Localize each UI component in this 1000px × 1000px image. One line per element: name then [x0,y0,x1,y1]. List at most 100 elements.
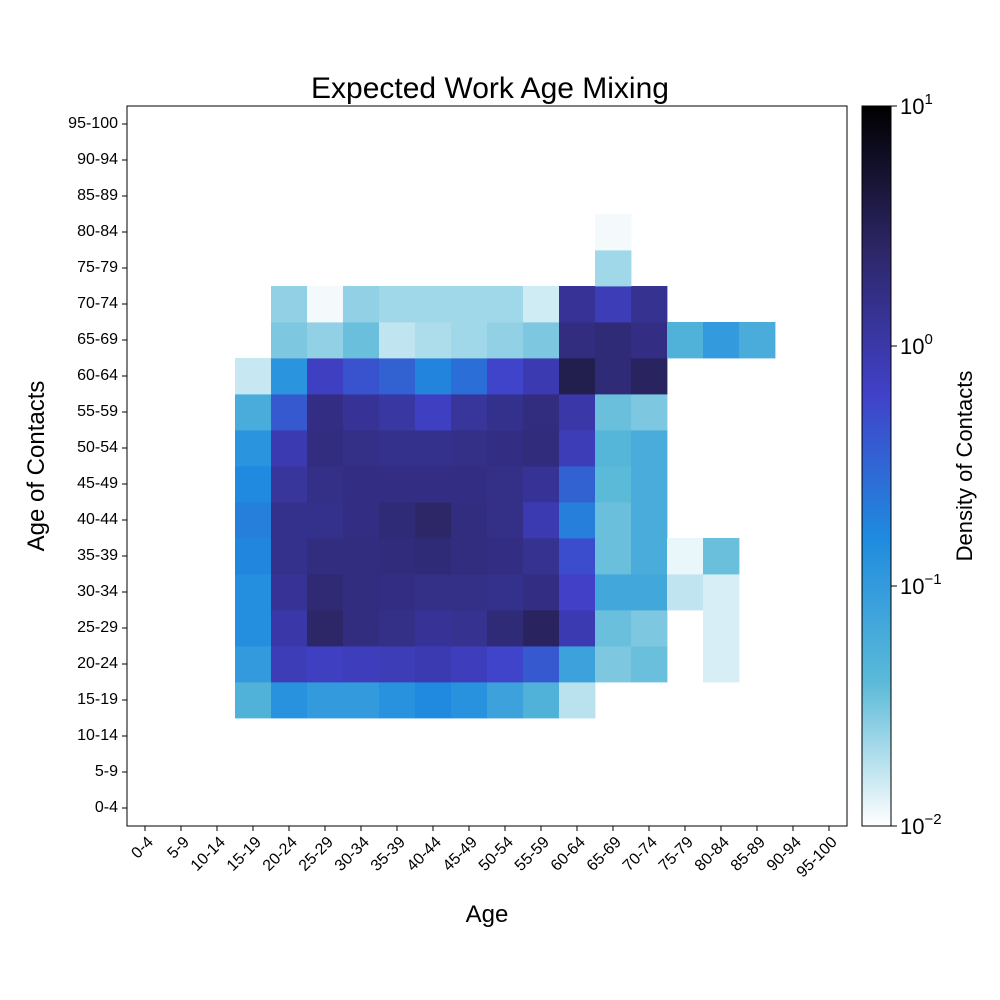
heatmap-cell-30-34-60-64 [343,358,380,395]
heatmap-cell-75-79-65-69 [667,322,704,359]
heatmap-cell-45-49-55-59 [451,394,488,431]
heatmap-cell-75-79-35-39 [667,538,704,575]
heatmap-cell-80-84-65-69 [703,322,740,359]
x-tick-label: 5-9 [164,834,192,862]
y-tick-label: 15-19 [77,691,118,708]
heatmap-cell-55-59-60-64 [523,358,560,395]
heatmap-cell-35-39-55-59 [379,394,416,431]
y-axis-label: Age of Contacts [23,381,50,552]
heatmap-cell-20-24-50-54 [271,430,308,467]
heatmap-cell-25-29-20-24 [307,646,344,683]
heatmap-cell-85-89-65-69 [739,322,776,359]
heatmap-cell-30-34-50-54 [343,430,380,467]
x-tick-label: 65-69 [584,834,625,875]
heatmap-cell-25-29-35-39 [307,538,344,575]
heatmap-cell-15-19-35-39 [235,538,272,575]
heatmap-cell-40-44-55-59 [415,394,452,431]
heatmap-cell-50-54-45-49 [487,466,524,503]
heatmap-cell-35-39-30-34 [379,574,416,611]
colorbar-label: Density of Contacts [952,371,977,562]
heatmap-cell-65-69-55-59 [595,394,632,431]
heatmap-cell-65-69-35-39 [595,538,632,575]
heatmap-cell-55-59-35-39 [523,538,560,575]
x-tick-label: 10-14 [188,834,229,875]
heatmap-cell-20-24-65-69 [271,322,308,359]
heatmap-cell-50-54-55-59 [487,394,524,431]
heatmap-cell-60-64-35-39 [559,538,596,575]
heatmap-cell-45-49-70-74 [451,286,488,323]
heatmap-cell-30-34-30-34 [343,574,380,611]
heatmap-cell-45-49-45-49 [451,466,488,503]
heatmap-cell-65-69-45-49 [595,466,632,503]
heatmap-cell-30-34-20-24 [343,646,380,683]
heatmap-cell-55-59-15-19 [523,682,560,719]
colorbar-tick-label: 100 [900,331,933,359]
heatmap-cell-65-69-20-24 [595,646,632,683]
heatmap-cell-55-59-30-34 [523,574,560,611]
heatmap-cell-20-24-35-39 [271,538,308,575]
heatmap-cell-40-44-20-24 [415,646,452,683]
x-tick-label: 70-74 [620,834,661,875]
heatmap-cell-40-44-60-64 [415,358,452,395]
heatmap-cell-80-84-35-39 [703,538,740,575]
heatmap-cell-70-74-20-24 [631,646,668,683]
heatmap-cell-20-24-15-19 [271,682,308,719]
y-tick-label: 65-69 [77,331,118,348]
heatmap-cell-60-64-15-19 [559,682,596,719]
heatmap-cell-45-49-15-19 [451,682,488,719]
heatmap-cell-40-44-30-34 [415,574,452,611]
heatmap-cell-60-64-60-64 [559,358,596,395]
heatmap-cell-50-54-65-69 [487,322,524,359]
heatmap-cell-15-19-60-64 [235,358,272,395]
heatmap-cell-20-24-40-44 [271,502,308,539]
heatmap-cell-80-84-25-29 [703,610,740,647]
heatmap-cell-15-19-20-24 [235,646,272,683]
heatmap-cell-65-69-40-44 [595,502,632,539]
heatmap-cell-45-49-50-54 [451,430,488,467]
heatmap-cell-60-64-25-29 [559,610,596,647]
colorbar-tick-label: 101 [900,91,933,119]
chart-title: Expected Work Age Mixing [311,72,669,105]
heatmap-cell-55-59-20-24 [523,646,560,683]
y-tick-label: 10-14 [77,727,118,744]
y-tick-label: 85-89 [77,187,118,204]
y-tick-label: 20-24 [77,655,118,672]
heatmap-cell-55-59-45-49 [523,466,560,503]
heatmap-cell-50-54-70-74 [487,286,524,323]
heatmap-cell-20-24-55-59 [271,394,308,431]
heatmap-cells [235,214,776,719]
heatmap-cell-25-29-45-49 [307,466,344,503]
heatmap-cell-45-49-30-34 [451,574,488,611]
heatmap-cell-65-69-25-29 [595,610,632,647]
x-tick-label: 95-100 [794,834,841,881]
y-tick-label: 30-34 [77,583,118,600]
heatmap-cell-70-74-65-69 [631,322,668,359]
heatmap-cell-60-64-65-69 [559,322,596,359]
x-tick-label: 50-54 [476,834,517,875]
y-tick-label: 40-44 [77,511,118,528]
heatmap-cell-65-69-80-84 [595,214,632,251]
heatmap-cell-60-64-30-34 [559,574,596,611]
heatmap-cell-25-29-55-59 [307,394,344,431]
y-tick-label: 95-100 [68,115,118,132]
heatmap-cell-45-49-20-24 [451,646,488,683]
heatmap-cell-25-29-70-74 [307,286,344,323]
heatmap-cell-60-64-70-74 [559,286,596,323]
heatmap-cell-75-79-30-34 [667,574,704,611]
heatmap-cell-20-24-70-74 [271,286,308,323]
heatmap-cell-70-74-35-39 [631,538,668,575]
heatmap-cell-65-69-70-74 [595,286,632,323]
heatmap-cell-20-24-60-64 [271,358,308,395]
x-tick-label: 30-34 [332,834,373,875]
heatmap-cell-65-69-65-69 [595,322,632,359]
heatmap-cell-15-19-55-59 [235,394,272,431]
y-tick-label: 35-39 [77,547,118,564]
x-tick-label: 40-44 [404,834,445,875]
heatmap-cell-80-84-30-34 [703,574,740,611]
heatmap-cell-30-34-65-69 [343,322,380,359]
heatmap-cell-35-39-60-64 [379,358,416,395]
heatmap-cell-50-54-20-24 [487,646,524,683]
heatmap-cell-60-64-50-54 [559,430,596,467]
heatmap-cell-65-69-30-34 [595,574,632,611]
heatmap-cell-35-39-35-39 [379,538,416,575]
